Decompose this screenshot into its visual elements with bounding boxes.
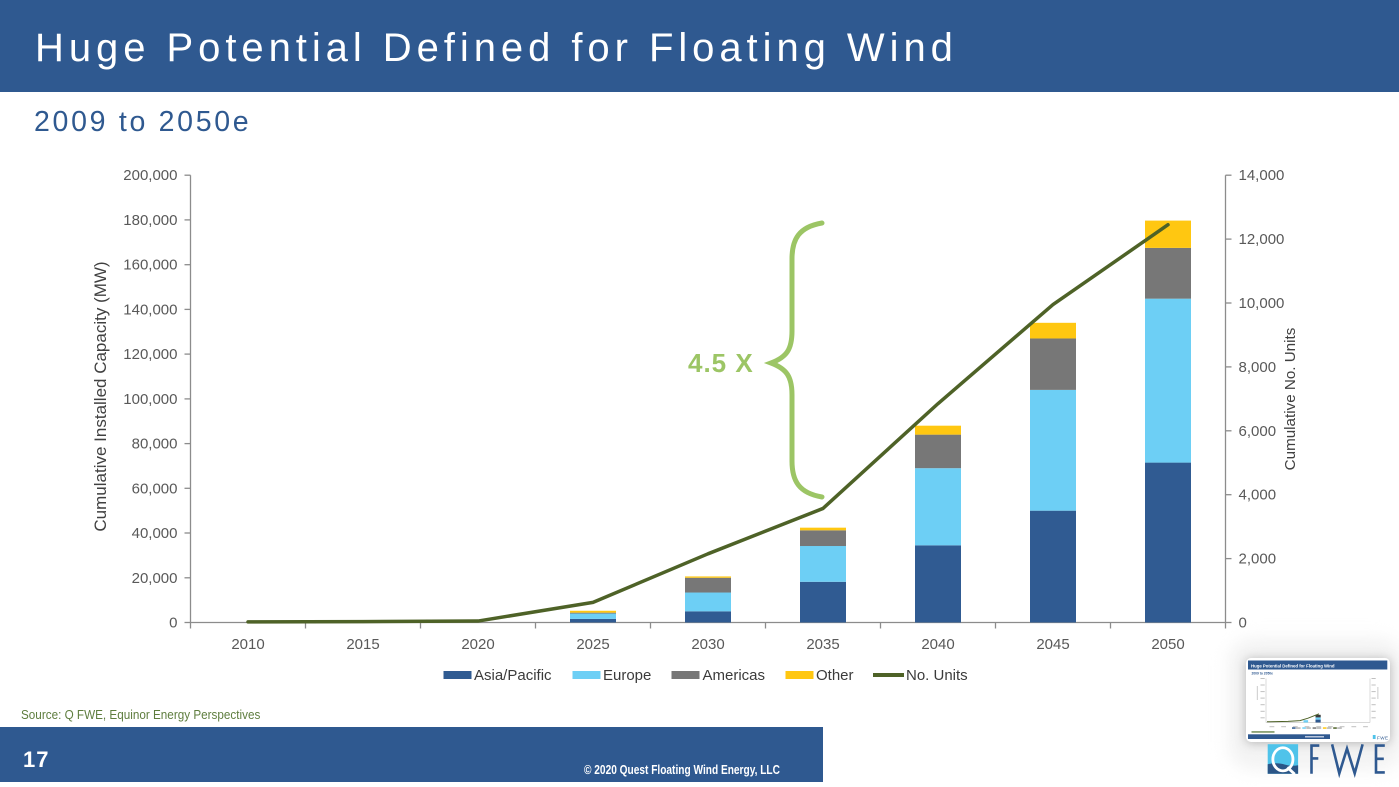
svg-text:Cumulative No. Units: Cumulative No. Units xyxy=(1282,327,1299,470)
svg-text:8,000: 8,000 xyxy=(1239,359,1277,376)
svg-text:6,000: 6,000 xyxy=(1239,423,1277,440)
svg-text:200,000: 200,000 xyxy=(123,167,177,184)
svg-text:100,000: 100,000 xyxy=(123,391,177,408)
svg-text:2009 to 2050e: 2009 to 2050e xyxy=(1252,672,1274,676)
svg-text:140,000: 140,000 xyxy=(123,301,177,318)
svg-text:2030: 2030 xyxy=(691,636,724,653)
svg-text:20,000: 20,000 xyxy=(132,570,178,587)
svg-text:Cumulative Installed Capacity: Cumulative Installed Capacity (MW) xyxy=(91,261,110,531)
svg-text:2035: 2035 xyxy=(806,636,839,653)
svg-text:No. Units: No. Units xyxy=(906,667,968,684)
svg-text:0: 0 xyxy=(1239,615,1247,632)
svg-text:2045: 2045 xyxy=(1036,636,1069,653)
svg-text:14,000: 14,000 xyxy=(1239,167,1285,184)
svg-text:2050: 2050 xyxy=(1151,636,1184,653)
svg-text:Americas: Americas xyxy=(703,667,766,684)
svg-text:160,000: 160,000 xyxy=(123,257,177,274)
svg-text:2020: 2020 xyxy=(461,636,494,653)
svg-text:12,000: 12,000 xyxy=(1239,231,1285,248)
svg-text:Huge Potential Defined for Flo: Huge Potential Defined for Floating Wind xyxy=(1251,663,1335,668)
svg-text:FWE: FWE xyxy=(1377,735,1388,740)
svg-text:40,000: 40,000 xyxy=(132,525,178,542)
svg-text:2040: 2040 xyxy=(921,636,954,653)
svg-text:Other: Other xyxy=(816,667,854,684)
svg-text:4,000: 4,000 xyxy=(1239,487,1277,504)
svg-text:80,000: 80,000 xyxy=(132,436,178,453)
svg-text:0: 0 xyxy=(169,615,177,632)
svg-text:4.5 X: 4.5 X xyxy=(688,348,754,378)
svg-text:Europe: Europe xyxy=(603,667,651,684)
svg-text:2015: 2015 xyxy=(346,636,379,653)
svg-text:2010: 2010 xyxy=(231,636,264,653)
svg-text:180,000: 180,000 xyxy=(123,212,177,229)
svg-text:120,000: 120,000 xyxy=(123,346,177,363)
svg-text:Asia/Pacific: Asia/Pacific xyxy=(474,667,552,684)
svg-text:60,000: 60,000 xyxy=(132,480,178,497)
svg-text:2025: 2025 xyxy=(576,636,609,653)
svg-text:2,000: 2,000 xyxy=(1239,551,1277,568)
svg-text:10,000: 10,000 xyxy=(1239,295,1285,312)
